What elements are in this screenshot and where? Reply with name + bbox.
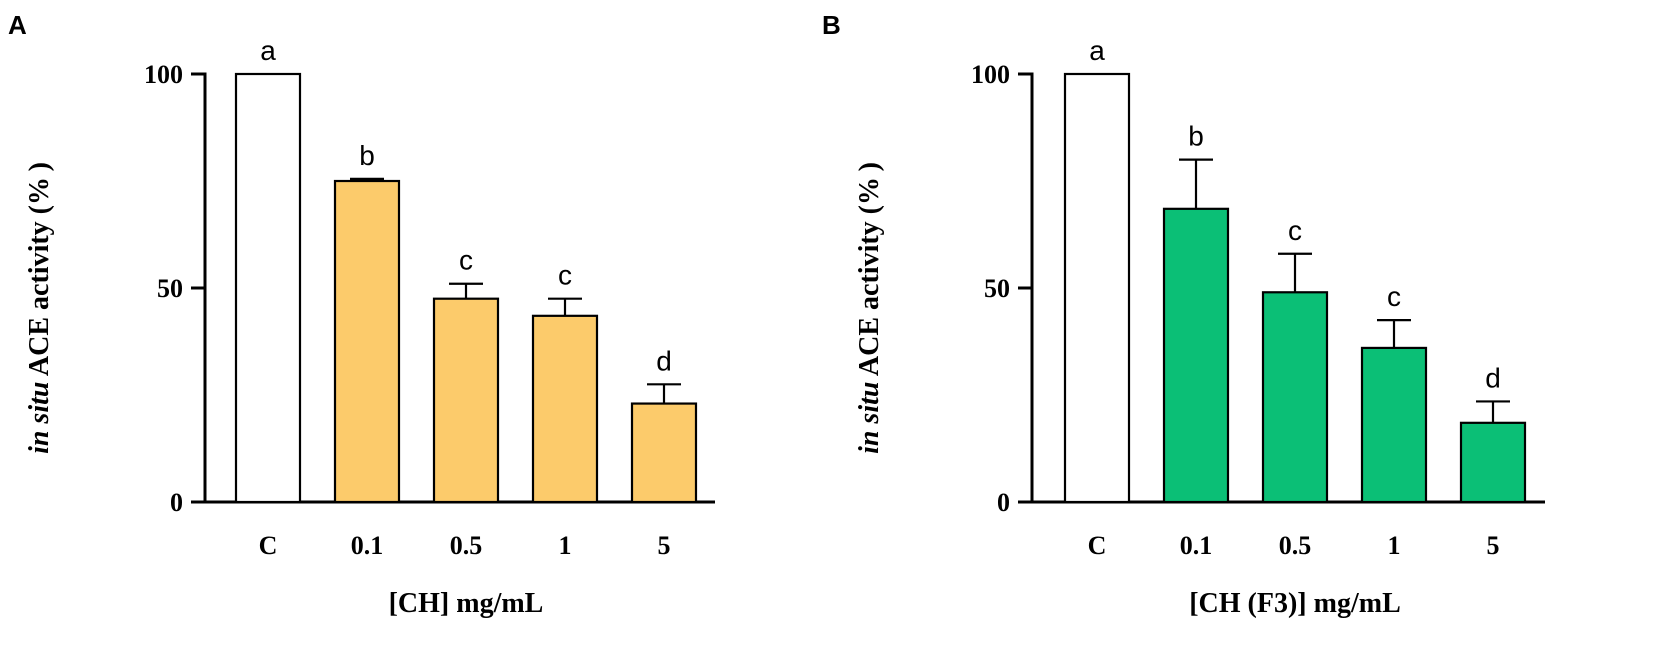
x-tick-label: 5: [658, 531, 671, 560]
x-tick-label: 5: [1487, 531, 1500, 560]
y-tick-label: 100: [144, 60, 183, 89]
x-axis-title: [CH] mg/mL: [389, 588, 544, 619]
significance-label: d: [656, 345, 672, 376]
bar-1: [531, 314, 599, 504]
x-tick-label: 0.5: [450, 531, 483, 560]
y-tick-label: 50: [984, 274, 1010, 303]
bar-5: [630, 402, 698, 504]
significance-label: a: [260, 35, 276, 66]
significance-label: a: [1089, 35, 1105, 66]
x-tick-label: 0.5: [1279, 531, 1312, 560]
y-tick-label: 50: [157, 274, 183, 303]
panel-letter: B: [822, 10, 841, 40]
significance-label: c: [1387, 281, 1401, 312]
y-axis-title: in situ ACE activity (% ): [24, 162, 55, 454]
x-tick-label: C: [1088, 531, 1107, 560]
y-axis-title: in situ ACE activity (% ): [854, 162, 885, 454]
x-tick-label: 1: [559, 531, 572, 560]
bar-0.1: [1162, 207, 1230, 504]
panel-b: B 0 50 100 a Cb 0.1 c 0.5 c 1 d 5 [CH (F3)] mg/mL in s…: [822, 10, 1545, 619]
x-tick-label: 1: [1388, 531, 1401, 560]
y-tick-label: 100: [971, 60, 1010, 89]
significance-label: c: [558, 260, 572, 291]
significance-label: c: [459, 245, 473, 276]
y-tick-label: 0: [170, 488, 183, 517]
bar-0.5: [432, 297, 500, 504]
x-axis-title: [CH (F3)] mg/mL: [1189, 588, 1401, 619]
x-tick-label: 0.1: [1180, 531, 1213, 560]
x-tick-label: C: [259, 531, 278, 560]
bar-C: [234, 72, 302, 504]
bar-0.1: [333, 179, 401, 504]
bar-C: [1063, 72, 1131, 504]
bar-0.5: [1261, 291, 1329, 504]
panel-letter: A: [8, 10, 27, 40]
y-tick-label: 0: [997, 488, 1010, 517]
x-tick-label: 0.1: [351, 531, 384, 560]
significance-label: b: [359, 140, 375, 171]
significance-label: b: [1188, 121, 1204, 152]
bar-5: [1459, 421, 1527, 504]
significance-label: c: [1288, 215, 1302, 246]
significance-label: d: [1485, 362, 1501, 393]
panel-a: A 0 50 100 a Cb 0.1 c 0.5 c 1 d 5 [CH] mg/mL in situ A…: [8, 10, 715, 619]
bar-1: [1360, 346, 1428, 504]
